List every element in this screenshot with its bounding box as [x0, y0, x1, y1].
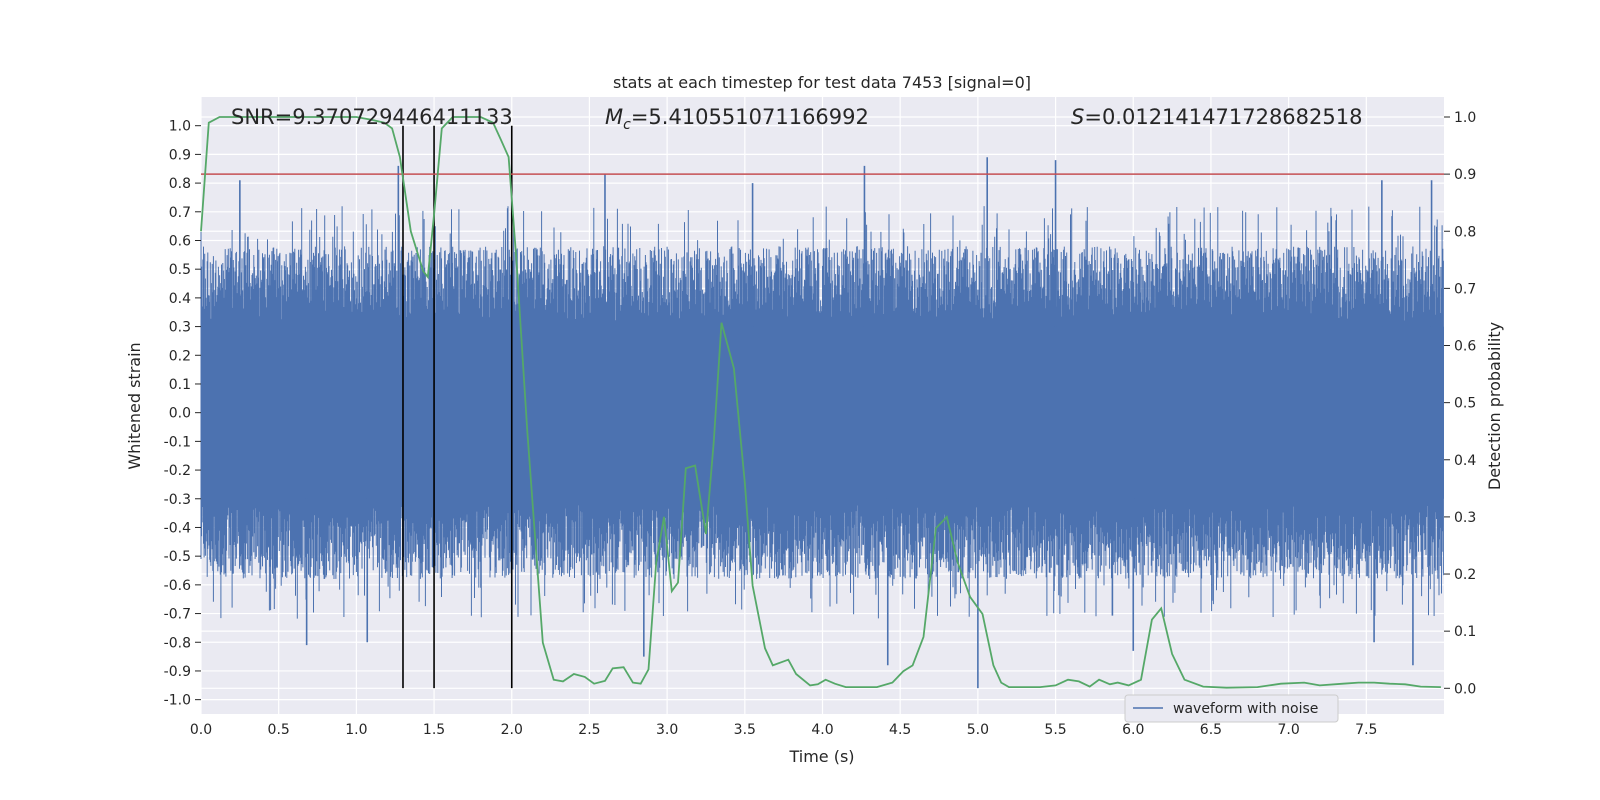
x-tick-label: 3.5 — [734, 722, 756, 738]
probability-line — [200, 116, 1441, 689]
y-axis-label: Whitened strain — [125, 342, 144, 469]
x-tick-label: 0.0 — [190, 722, 212, 738]
chirp-mass-value: =5.410551071166992 — [631, 105, 869, 129]
y-tick-label: -0.6 — [164, 578, 191, 594]
s-symbol: S — [1071, 105, 1084, 129]
y2-tick-label: 0.5 — [1454, 396, 1476, 412]
legend-label: waveform with noise — [1173, 701, 1318, 717]
x-tick-label: 5.0 — [967, 722, 989, 738]
y-tick-label: 0.9 — [169, 147, 191, 163]
legend-box — [1124, 694, 1339, 723]
y2-tick-label: 0.8 — [1454, 224, 1476, 240]
y-tick-label: 0.0 — [169, 406, 191, 422]
x-tick-label: 2.0 — [501, 722, 523, 738]
y-tick-label: 0.3 — [169, 320, 191, 336]
x-axis-label: Time (s) — [788, 747, 854, 766]
y2-tick-label: 0.2 — [1454, 567, 1476, 583]
y-tick-label: -0.9 — [164, 664, 191, 680]
x-tick-label: 4.5 — [889, 722, 911, 738]
x-tick-label: 4.0 — [811, 722, 833, 738]
y2-tick-label: 0.1 — [1454, 624, 1476, 640]
y2-tick-label: 0.6 — [1454, 339, 1476, 355]
chirp-mass-symbol: M — [605, 105, 623, 129]
x-tick-label: 0.5 — [268, 722, 290, 738]
y-tick-label: 0.1 — [169, 377, 191, 393]
y2-axis-label: Detection probability — [1485, 322, 1504, 490]
snr-annotation: SNR=9.370729446411133 — [231, 105, 513, 129]
y-tick-label: -0.3 — [164, 492, 191, 508]
x-axis-ticks: 0.0 0.5 1.0 1.5 2.0 2.5 3.0 3.5 4.0 4.5 5.0 5.5 6.0 6… — [190, 722, 1378, 738]
y-tick-label: 0.2 — [169, 348, 191, 364]
y2-tick-label: 0.0 — [1454, 681, 1476, 697]
y2-axis-ticks: 0.0 0.1 0.2 0.3 0.4 0.5 0.6 0.7 0.8 0.9 1.0 — [1444, 110, 1476, 697]
y2-tick-label: 0.3 — [1454, 510, 1476, 526]
x-tick-label: 6.0 — [1122, 722, 1144, 738]
waveform-core-band — [201, 326, 1444, 499]
y-tick-label: 0.5 — [169, 262, 191, 278]
y-tick-label: -0.8 — [164, 635, 191, 651]
y-tick-label: -0.2 — [164, 463, 191, 479]
probability-series — [200, 116, 1441, 689]
x-tick-label: 3.0 — [656, 722, 678, 738]
chirp-mass-annotation: Mc=5.410551071166992 — [605, 105, 869, 133]
y-tick-label: -1.0 — [164, 693, 191, 709]
chirp-mass-subscript: c — [623, 117, 631, 133]
y2-tick-label: 0.9 — [1454, 167, 1476, 183]
y-tick-label: 1.0 — [169, 119, 191, 135]
s-annotation: S=0.012141471728682518 — [1071, 105, 1362, 129]
y-tick-label: 0.7 — [169, 205, 191, 221]
y2-tick-label: 1.0 — [1454, 110, 1476, 126]
x-tick-label: 1.0 — [345, 722, 367, 738]
y-tick-label: -0.1 — [164, 434, 191, 450]
y2-tick-label: 0.7 — [1454, 281, 1476, 297]
x-tick-label: 1.5 — [423, 722, 445, 738]
y-tick-label: 0.4 — [169, 291, 191, 307]
y-tick-label: 0.6 — [169, 233, 191, 249]
y-tick-label: -0.5 — [164, 549, 191, 565]
y-axis-ticks: -1.0 -0.9 -0.8 -0.7 -0.6 -0.5 -0.4 -0.3 -0.2 -0.1… — [164, 119, 201, 709]
y2-tick-label: 0.4 — [1454, 453, 1476, 469]
s-value: =0.012141471728682518 — [1084, 105, 1362, 129]
x-tick-label: 5.5 — [1044, 722, 1066, 738]
legend: waveform with noise — [1124, 694, 1339, 723]
x-tick-label: 6.5 — [1200, 722, 1222, 738]
chart-title: stats at each timestep for test data 745… — [613, 73, 1031, 92]
x-tick-label: 2.5 — [578, 722, 600, 738]
y-tick-label: -0.4 — [164, 520, 191, 536]
x-tick-label: 7.0 — [1277, 722, 1299, 738]
y-tick-label: 0.8 — [169, 176, 191, 192]
x-tick-label: 7.5 — [1355, 722, 1377, 738]
waveform-series — [200, 157, 1444, 689]
y-tick-label: -0.7 — [164, 607, 191, 623]
